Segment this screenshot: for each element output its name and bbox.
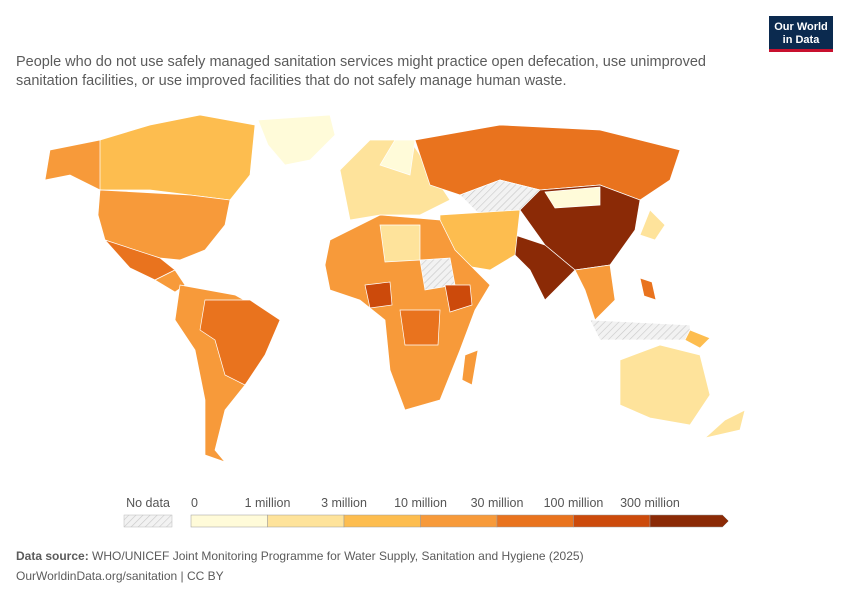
country[interactable] — [619, 344, 711, 426]
map — [44, 114, 746, 463]
source-url: OurWorldinData.org/sanitation | CC BY — [16, 569, 224, 583]
country[interactable] — [199, 299, 281, 386]
legend-label: 300 million — [620, 496, 680, 510]
legend-swatch — [420, 514, 498, 528]
legend-swatch — [573, 514, 651, 528]
country[interactable] — [399, 309, 441, 346]
country[interactable] — [154, 269, 186, 293]
legend-label: 3 million — [321, 496, 367, 510]
legend-no-data-swatch — [123, 514, 173, 528]
country[interactable] — [514, 234, 576, 301]
legend-swatch — [343, 514, 421, 528]
legend-swatch — [267, 514, 345, 528]
country[interactable] — [379, 224, 421, 263]
legend-label: 10 million — [394, 496, 447, 510]
legend-label: 1 million — [245, 496, 291, 510]
country[interactable] — [544, 186, 601, 209]
country[interactable] — [44, 139, 101, 191]
country[interactable] — [589, 319, 691, 341]
source-text: WHO/UNICEF Joint Monitoring Programme fo… — [92, 549, 584, 563]
country[interactable] — [703, 409, 746, 439]
subtitle: People who do not use safely managed san… — [16, 54, 706, 70]
legend-swatch — [190, 514, 268, 528]
legend-label: 100 million — [544, 496, 604, 510]
legend-swatch — [649, 514, 729, 528]
country[interactable] — [639, 277, 657, 301]
legend-label: 0 — [191, 496, 198, 510]
country[interactable] — [574, 264, 616, 321]
country[interactable] — [94, 114, 256, 201]
country[interactable] — [461, 349, 479, 386]
subtitle: sanitation facilities, or use improved f… — [16, 73, 566, 89]
country[interactable] — [414, 124, 681, 201]
country[interactable] — [444, 284, 473, 313]
country[interactable] — [684, 329, 711, 349]
country[interactable] — [257, 114, 336, 166]
legend-label: No data — [126, 496, 170, 510]
legend: No data 0 1 million 3 million 10 million 30 … — [123, 496, 729, 528]
logo[interactable] — [769, 16, 833, 52]
logo-text: in Data — [783, 34, 821, 46]
legend-swatch — [496, 514, 574, 528]
country[interactable] — [639, 209, 666, 241]
country[interactable] — [97, 189, 231, 261]
logo-text: Our World — [774, 21, 828, 33]
source: Data source: WHO/UNICEF Joint Monitoring… — [16, 549, 584, 563]
legend-label: 30 million — [471, 496, 524, 510]
logo-bar — [769, 49, 833, 52]
source-label: Data source: — [16, 549, 89, 563]
country[interactable] — [364, 281, 393, 309]
